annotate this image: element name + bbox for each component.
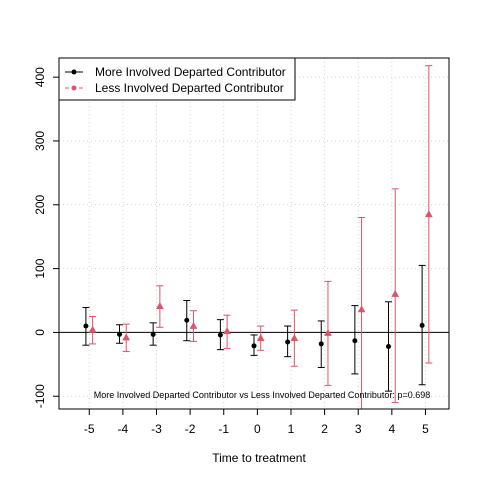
- axes: -5 -4 -3 -2 -1 0 1 2 3 4 5 -100 0 100 200 300 400: [33, 67, 429, 436]
- series-marks: [82, 65, 433, 410]
- x-tick-label: -5: [84, 422, 95, 436]
- x-axis-title: Time to treatment: [212, 451, 306, 465]
- point-estimate: [184, 317, 190, 323]
- point-estimate: [217, 332, 223, 338]
- legend: More Involved Departed Contributor Less …: [58, 57, 296, 101]
- x-tick-label: 5: [422, 422, 429, 436]
- point-estimate: [156, 302, 164, 310]
- y-tick-label: 100: [33, 258, 47, 278]
- point-estimate: [223, 326, 231, 334]
- x-tick-label: 2: [321, 422, 328, 436]
- x-tick-label: -4: [118, 422, 129, 436]
- point-estimate: [318, 341, 324, 347]
- point-estimate: [256, 333, 265, 341]
- y-tick-label: 0: [33, 329, 47, 336]
- series-more-involved: [82, 264, 426, 392]
- point-estimate: [122, 333, 131, 341]
- y-tick-label: -100: [33, 384, 47, 408]
- point-estimate: [117, 331, 123, 337]
- x-tick-label: 1: [288, 422, 295, 436]
- x-tick-label: 3: [355, 422, 362, 436]
- point-estimate: [424, 210, 433, 218]
- point-estimate: [391, 289, 400, 297]
- point-estimate: [352, 338, 358, 344]
- legend-marker-more-involved: [71, 69, 77, 75]
- point-estimate: [83, 323, 89, 329]
- point-estimate: [285, 339, 291, 345]
- y-tick-label: 200: [33, 194, 47, 214]
- point-estimate: [88, 325, 97, 333]
- point-estimate: [385, 343, 391, 349]
- point-estimate: [290, 333, 299, 341]
- series-less-involved: [88, 65, 433, 410]
- point-estimate: [189, 321, 198, 329]
- x-tick-label: -3: [151, 422, 162, 436]
- legend-marker-less-involved: [71, 85, 77, 91]
- y-tick-label: 300: [33, 131, 47, 151]
- p-value-annotation: More Involved Departed Contributor vs Le…: [94, 390, 430, 400]
- point-estimate: [419, 322, 425, 328]
- legend-label-less-involved: Less Involved Departed Contributor: [95, 81, 284, 95]
- y-tick-label: 400: [33, 67, 47, 87]
- x-tick-label: -2: [185, 422, 196, 436]
- point-estimate: [357, 305, 366, 313]
- legend-label-more-involved: More Involved Departed Contributor: [95, 65, 286, 79]
- legend-box: [58, 57, 296, 101]
- point-estimate: [150, 331, 156, 337]
- x-tick-label: 0: [254, 422, 261, 436]
- point-estimate: [324, 328, 332, 336]
- point-estimate: [251, 343, 257, 349]
- x-tick-label: -1: [218, 422, 229, 436]
- x-tick-label: 4: [389, 422, 396, 436]
